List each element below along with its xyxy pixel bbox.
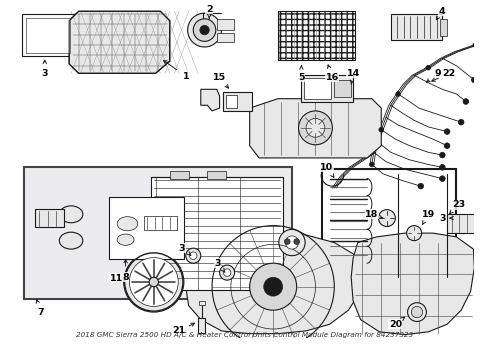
- Text: 22: 22: [442, 69, 455, 78]
- Text: 4: 4: [437, 7, 444, 16]
- Ellipse shape: [117, 234, 134, 246]
- Circle shape: [200, 25, 209, 35]
- Text: 5: 5: [298, 73, 304, 82]
- Circle shape: [395, 92, 400, 96]
- Text: 3: 3: [41, 69, 48, 78]
- Text: 3: 3: [438, 213, 445, 222]
- Bar: [439, 19, 446, 36]
- Bar: [35, 209, 63, 228]
- Bar: [24, 167, 291, 299]
- Circle shape: [439, 176, 444, 181]
- Text: 3: 3: [179, 244, 185, 253]
- Ellipse shape: [59, 206, 82, 223]
- Bar: [322, 169, 455, 280]
- Bar: [207, 171, 226, 179]
- Bar: [26, 18, 70, 53]
- Polygon shape: [350, 233, 473, 335]
- Text: 9: 9: [433, 69, 440, 78]
- Polygon shape: [249, 99, 381, 158]
- Circle shape: [470, 77, 476, 83]
- Circle shape: [439, 165, 444, 170]
- Circle shape: [298, 111, 332, 145]
- Bar: [169, 171, 188, 179]
- Bar: [390, 14, 442, 40]
- Text: 2: 2: [205, 5, 212, 14]
- Circle shape: [417, 183, 423, 189]
- Bar: [226, 95, 237, 108]
- Text: 3: 3: [214, 259, 221, 268]
- Bar: [304, 78, 330, 99]
- Bar: [216, 19, 233, 30]
- Text: 8: 8: [122, 273, 129, 282]
- Text: 21: 21: [172, 327, 185, 336]
- Text: 19: 19: [421, 210, 434, 219]
- Circle shape: [462, 99, 468, 104]
- Circle shape: [185, 248, 201, 263]
- Text: 11: 11: [109, 274, 122, 283]
- Bar: [301, 75, 352, 102]
- Bar: [199, 301, 204, 305]
- Circle shape: [410, 306, 422, 318]
- Text: 20: 20: [388, 320, 401, 329]
- Circle shape: [223, 269, 230, 276]
- Text: 16: 16: [325, 73, 338, 82]
- Polygon shape: [201, 89, 219, 111]
- Text: 23: 23: [451, 201, 464, 210]
- Circle shape: [219, 265, 234, 280]
- Circle shape: [439, 152, 444, 158]
- Circle shape: [285, 236, 298, 249]
- Circle shape: [129, 257, 178, 306]
- Ellipse shape: [59, 232, 82, 249]
- Bar: [334, 80, 350, 97]
- Text: 18: 18: [365, 210, 378, 219]
- Bar: [108, 197, 183, 258]
- Circle shape: [425, 65, 430, 70]
- Circle shape: [284, 239, 289, 244]
- Text: 1: 1: [182, 72, 189, 81]
- Circle shape: [305, 118, 324, 137]
- Circle shape: [123, 252, 183, 312]
- Bar: [22, 14, 74, 57]
- Bar: [198, 318, 205, 333]
- Circle shape: [263, 277, 282, 296]
- Bar: [277, 11, 354, 60]
- Circle shape: [189, 252, 197, 260]
- Text: 14: 14: [346, 69, 359, 78]
- Circle shape: [378, 127, 383, 132]
- Bar: [151, 177, 282, 289]
- Text: 10: 10: [320, 163, 333, 172]
- Circle shape: [187, 13, 221, 47]
- Circle shape: [249, 263, 296, 310]
- Circle shape: [278, 229, 305, 256]
- Circle shape: [472, 43, 477, 48]
- Circle shape: [378, 210, 395, 226]
- Bar: [144, 216, 177, 230]
- Polygon shape: [69, 11, 169, 73]
- Text: 7: 7: [38, 307, 44, 316]
- Bar: [446, 214, 488, 233]
- Circle shape: [407, 303, 426, 321]
- Circle shape: [443, 143, 449, 149]
- Text: 2018 GMC Sierra 2500 HD A/C & Heater Control Units Control Module Diagram for 84: 2018 GMC Sierra 2500 HD A/C & Heater Con…: [76, 332, 412, 338]
- Polygon shape: [185, 233, 362, 334]
- Bar: [216, 33, 233, 42]
- Circle shape: [149, 277, 158, 287]
- Ellipse shape: [117, 217, 138, 231]
- Circle shape: [193, 19, 215, 41]
- Circle shape: [293, 239, 299, 244]
- Circle shape: [443, 129, 449, 134]
- Circle shape: [457, 120, 463, 125]
- Bar: [223, 92, 251, 111]
- Circle shape: [369, 162, 373, 167]
- Circle shape: [406, 226, 421, 240]
- Text: 15: 15: [213, 73, 225, 82]
